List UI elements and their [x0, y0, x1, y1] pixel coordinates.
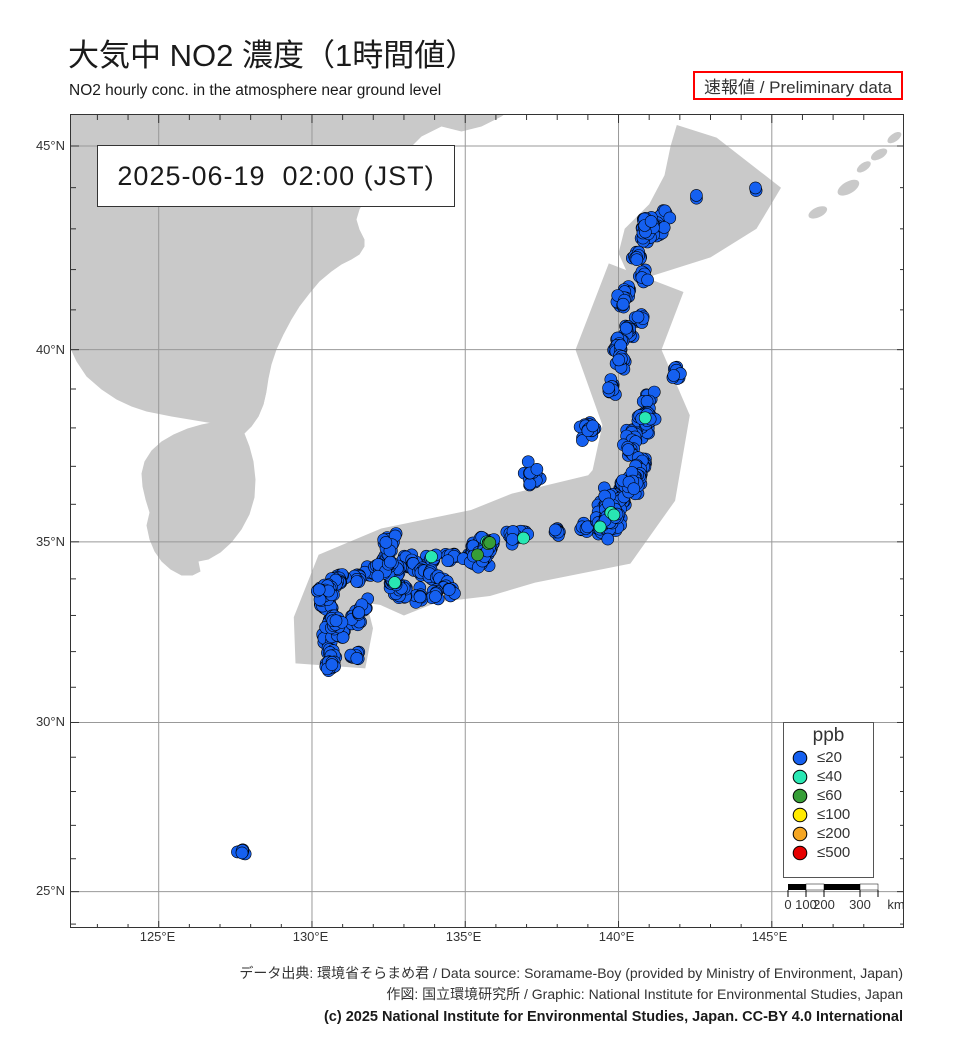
- svg-text:0: 0: [784, 897, 791, 912]
- svg-text:km: km: [887, 897, 904, 912]
- svg-text:200: 200: [813, 897, 835, 912]
- svg-text:300: 300: [849, 897, 871, 912]
